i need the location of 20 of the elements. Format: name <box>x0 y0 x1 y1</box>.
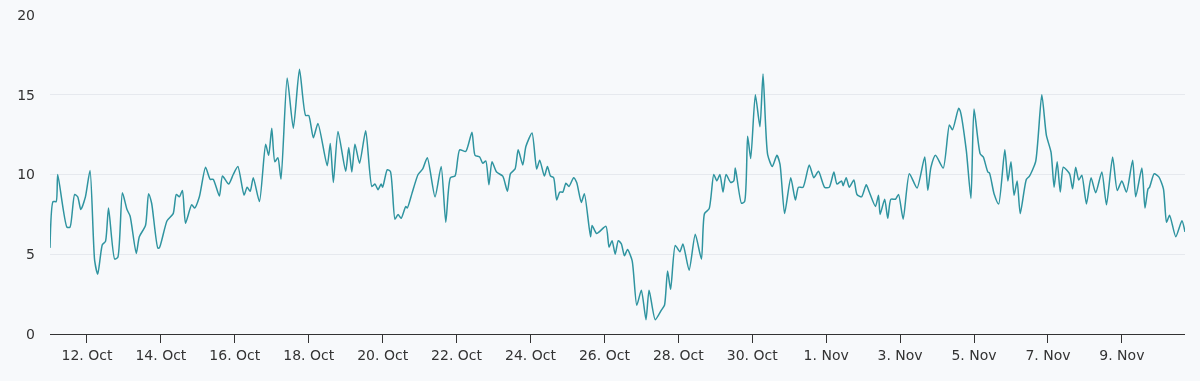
y-tick-label: 15 <box>17 86 35 103</box>
x-tick-label: 3. Nov <box>877 346 923 363</box>
y-tick-label: 20 <box>17 6 35 23</box>
x-tick-label: 28. Oct <box>652 346 705 363</box>
x-tick-label: 1. Nov <box>803 346 849 363</box>
x-tick-label: 5. Nov <box>951 346 997 363</box>
x-tick-label: 7. Nov <box>1025 346 1071 363</box>
x-tick-label: 18. Oct <box>283 346 335 363</box>
x-tick-label: 9. Nov <box>1099 346 1145 363</box>
x-tick-label: 24. Oct <box>505 346 557 363</box>
x-tick-label: 14. Oct <box>135 346 187 363</box>
x-tick-label: 12. Oct <box>61 346 113 363</box>
x-tick-label: 20. Oct <box>357 346 409 363</box>
x-tick-label: 16. Oct <box>209 346 261 363</box>
x-tick-label: 26. Oct <box>578 346 631 363</box>
y-tick-label: 0 <box>26 325 35 342</box>
x-tick-label: 30. Oct <box>726 346 779 363</box>
x-tick-label: 22. Oct <box>431 346 483 363</box>
y-tick-label: 10 <box>17 166 35 183</box>
y-tick-label: 5 <box>26 246 35 263</box>
